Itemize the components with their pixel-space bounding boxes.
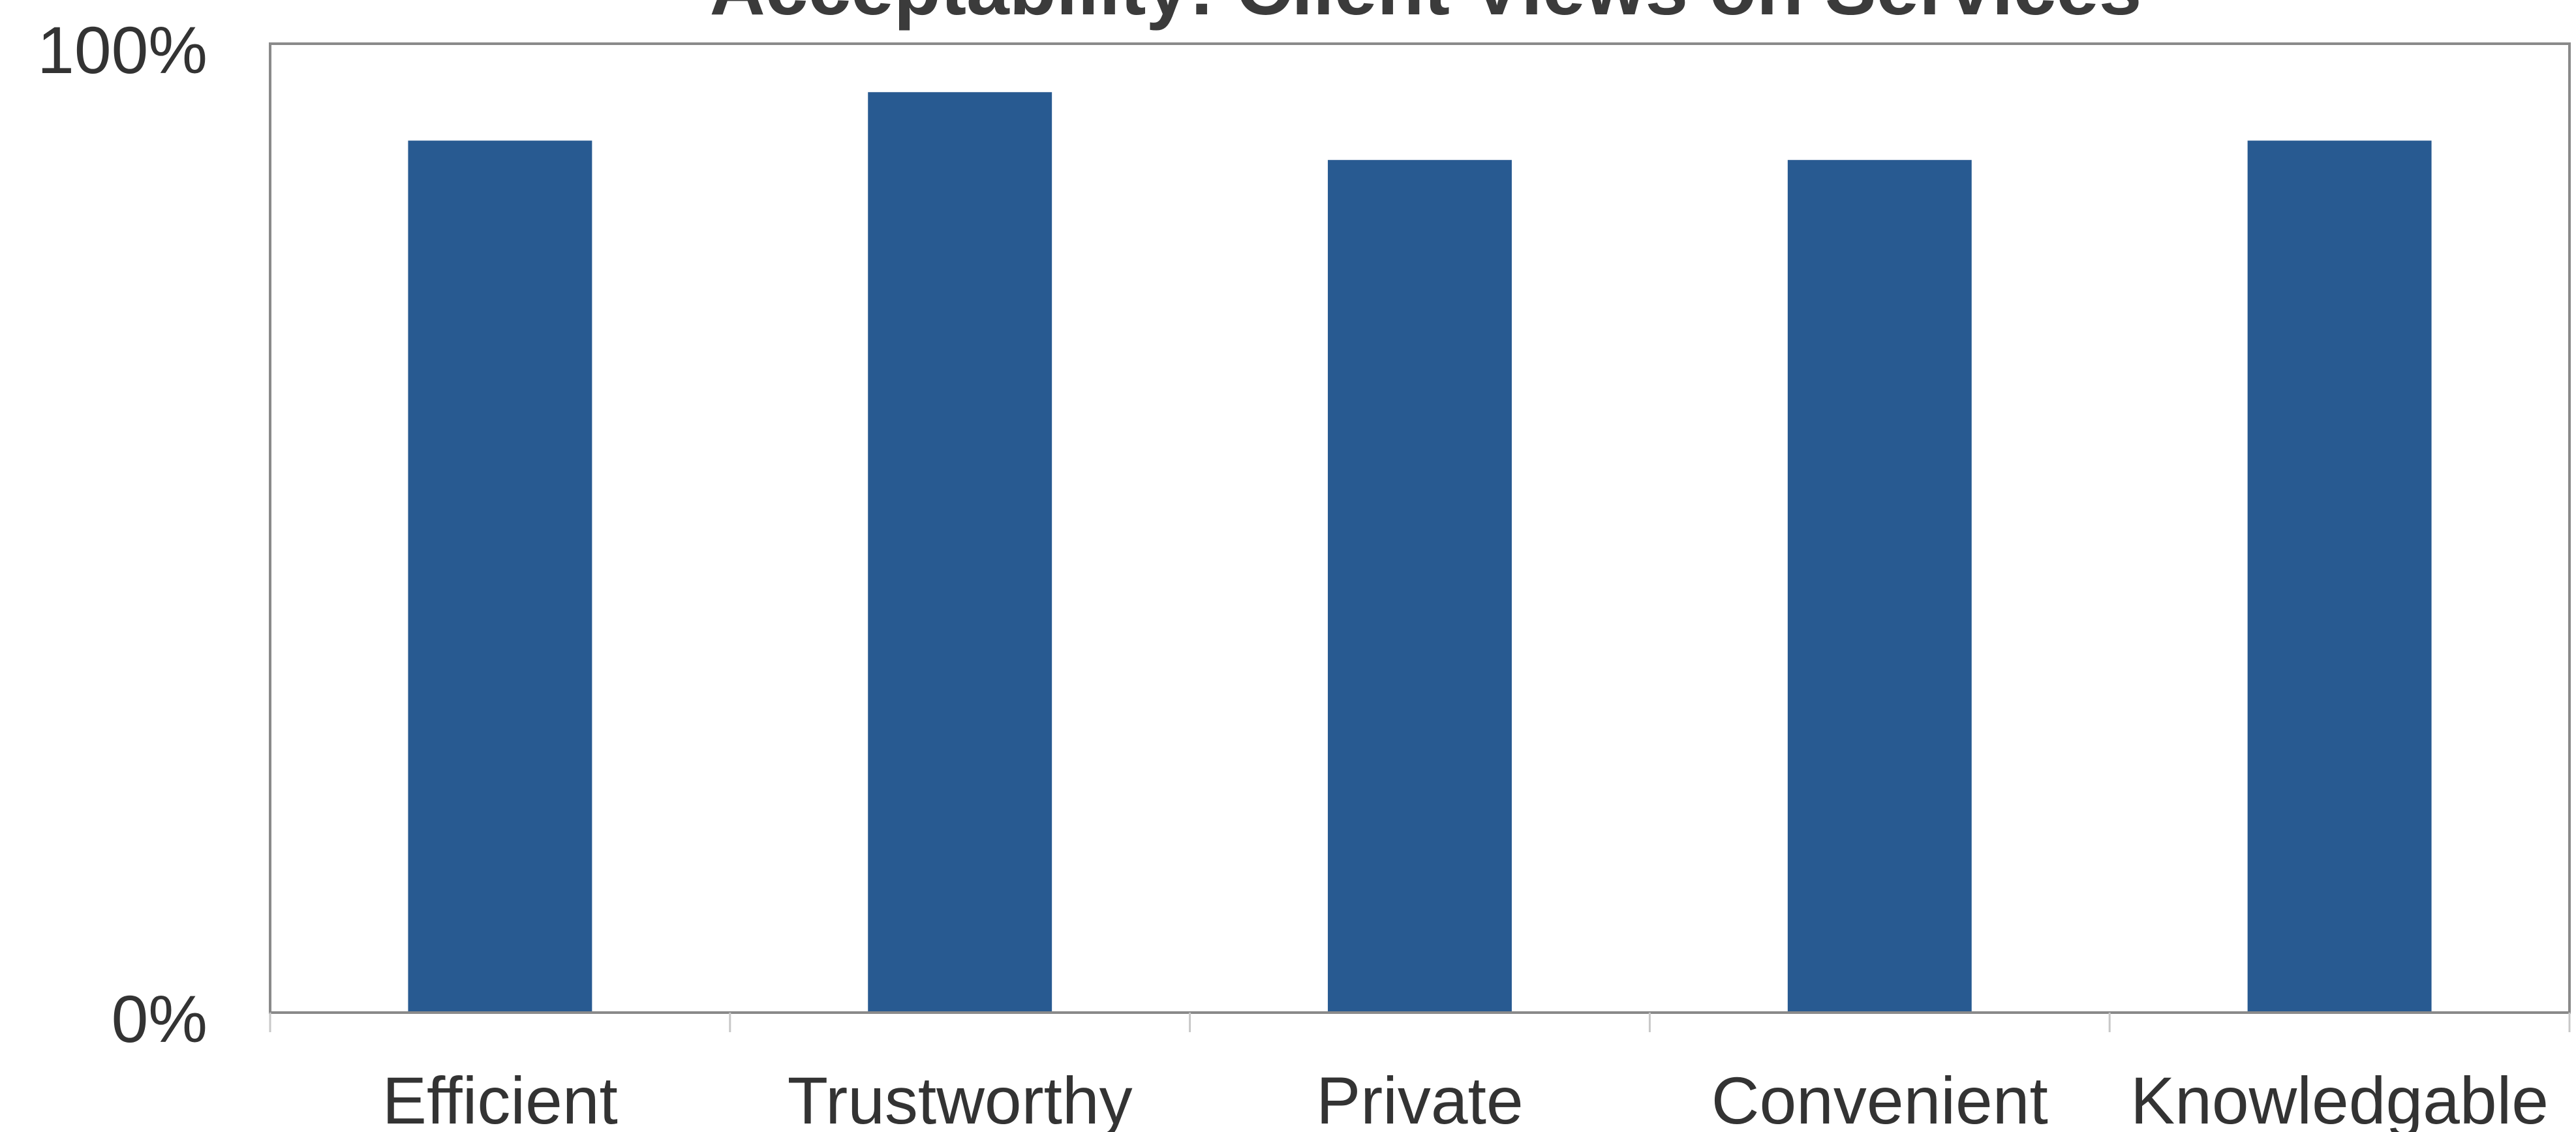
category-label-knowledgable: Knowledgable [2130,1063,2549,1132]
bar-trustworthy [868,92,1052,1011]
bar-convenient [1787,160,1972,1012]
category-label-private: Private [1316,1063,1523,1132]
category-label-trustworthy: Trustworthy [788,1063,1133,1132]
bar-private [1328,160,1512,1012]
category-label-convenient: Convenient [1711,1063,2048,1132]
category-labels: Efficient Trustworthy Private Convenient Kno… [382,1063,2549,1132]
y-tick-label-0: 0% [112,982,207,1056]
bar-efficient [408,140,592,1011]
chart-title: Acceptability: Client Views on Services [710,0,2142,31]
y-tick-label-100: 100% [37,13,207,87]
bar-knowledgable [2247,140,2432,1011]
bars-group [408,92,2432,1012]
x-axis-ticks [269,1013,2571,1032]
category-label-efficient: Efficient [382,1063,618,1132]
